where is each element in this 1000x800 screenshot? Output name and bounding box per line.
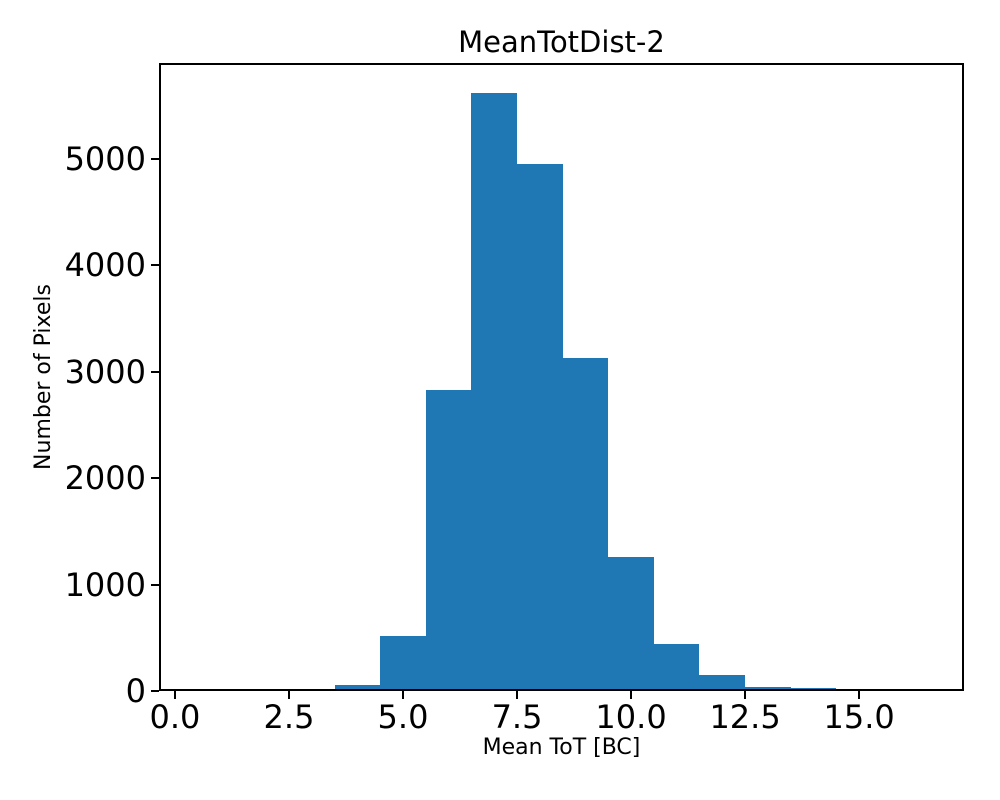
y-tick-mark — [151, 690, 159, 692]
x-tick-mark — [516, 691, 519, 699]
histogram-bar — [517, 164, 563, 691]
x-tick-mark — [173, 691, 176, 699]
x-tick-label: 0.0 — [149, 698, 201, 736]
x-tick-label: 15.0 — [823, 698, 895, 736]
histogram-bar — [471, 92, 518, 691]
chart-title: MeanTotDist-2 — [458, 25, 665, 59]
histogram-bar — [380, 635, 426, 691]
x-tick-mark — [630, 691, 633, 699]
x-tick-mark — [287, 691, 290, 699]
x-tick-label: 10.0 — [595, 698, 667, 736]
y-tick-label: 1000 — [64, 565, 146, 604]
histogram-bar — [334, 684, 381, 691]
y-tick-mark — [151, 583, 159, 586]
y-tick-label: 3000 — [64, 352, 146, 391]
histogram-bar — [562, 357, 609, 691]
histogram-bar — [653, 644, 700, 691]
histogram-bar — [425, 390, 472, 691]
histogram-bar — [608, 557, 654, 691]
y-axis-label: Number of Pixels — [30, 284, 56, 470]
histogram-bar — [790, 687, 837, 691]
x-tick-label: 7.5 — [491, 698, 543, 736]
histogram-bar — [699, 675, 746, 691]
y-tick-mark — [151, 157, 159, 160]
x-tick-mark — [858, 691, 861, 699]
y-tick-mark — [151, 477, 159, 480]
histogram-bar — [243, 688, 289, 691]
y-tick-label: 0 — [125, 672, 146, 710]
histogram-bar — [745, 686, 791, 691]
x-tick-label: 12.5 — [709, 698, 781, 736]
x-tick-mark — [744, 691, 747, 699]
x-tick-label: 2.5 — [263, 698, 315, 736]
x-axis-label: Mean ToT [BC] — [482, 735, 641, 760]
y-tick-mark — [151, 264, 159, 267]
plot-area — [159, 63, 964, 691]
y-tick-mark — [151, 370, 159, 373]
x-tick-mark — [402, 691, 404, 699]
histogram-bar — [288, 688, 335, 691]
y-tick-label: 5000 — [64, 139, 146, 178]
x-tick-label: 5.0 — [377, 698, 429, 736]
y-tick-label: 2000 — [64, 459, 146, 498]
y-tick-label: 4000 — [64, 246, 146, 285]
